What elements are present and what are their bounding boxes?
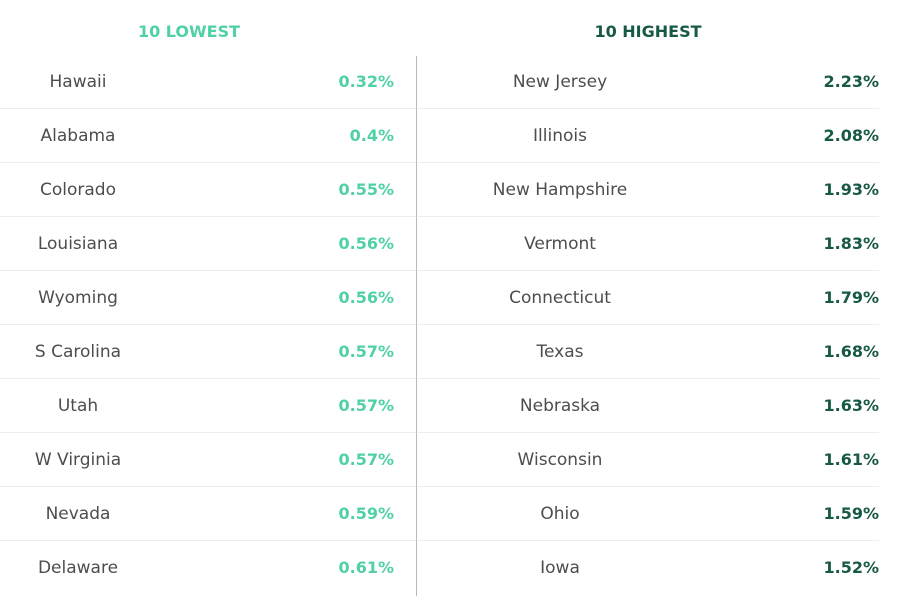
rate-value: 1.93% (823, 180, 879, 199)
rate-value: 1.68% (823, 342, 879, 361)
rate-value: 0.57% (338, 396, 394, 415)
table-row: Utah 0.57% (0, 379, 416, 433)
table-row: Nebraska 1.63% (418, 379, 879, 433)
table-row: Alabama 0.4% (0, 109, 416, 163)
table-row: Vermont 1.83% (418, 217, 879, 271)
state-name: Illinois (533, 126, 587, 146)
rate-value: 0.4% (349, 126, 394, 145)
state-name: Ohio (540, 504, 580, 524)
rate-value: 0.55% (338, 180, 394, 199)
state-name: Louisiana (37, 234, 119, 254)
rate-value: 2.08% (823, 126, 879, 145)
table-row: Delaware 0.61% (0, 541, 416, 595)
table-row: Hawaii 0.32% (0, 55, 416, 109)
state-name: Nebraska (519, 396, 601, 416)
table-row: Iowa 1.52% (418, 541, 879, 595)
state-name: Wyoming (38, 288, 118, 308)
state-name: New Hampshire (492, 180, 628, 200)
table-row: Wisconsin 1.61% (418, 433, 879, 487)
rate-value: 0.59% (338, 504, 394, 523)
lowest-header: 10 LOWEST (137, 22, 241, 41)
rate-value: 1.61% (823, 450, 879, 469)
state-name: Connecticut (509, 288, 611, 308)
table-row: New Hampshire 1.93% (418, 163, 879, 217)
table-row: W Virginia 0.57% (0, 433, 416, 487)
rate-value: 0.57% (338, 342, 394, 361)
state-name: Wisconsin (517, 450, 603, 470)
table-row: New Jersey 2.23% (418, 55, 879, 109)
rate-value: 1.63% (823, 396, 879, 415)
state-name: Alabama (40, 126, 116, 146)
table-row: Wyoming 0.56% (0, 271, 416, 325)
rate-value: 2.23% (823, 72, 879, 91)
table-row: Texas 1.68% (418, 325, 879, 379)
state-name: New Jersey (512, 72, 608, 92)
state-name: S Carolina (34, 342, 122, 362)
rate-value: 1.52% (823, 558, 879, 577)
state-name: Utah (57, 396, 99, 416)
table-row: Illinois 2.08% (418, 109, 879, 163)
highest-header: 10 HIGHEST (594, 22, 702, 41)
state-name: Hawaii (49, 72, 107, 92)
state-name: Texas (536, 342, 584, 362)
rate-value: 1.83% (823, 234, 879, 253)
rate-value: 1.79% (823, 288, 879, 307)
table-row: S Carolina 0.57% (0, 325, 416, 379)
table-row: Nevada 0.59% (0, 487, 416, 541)
column-divider (416, 56, 417, 596)
rate-value: 0.32% (338, 72, 394, 91)
state-name: W Virginia (34, 450, 122, 470)
table-row: Ohio 1.59% (418, 487, 879, 541)
table-row: Colorado 0.55% (0, 163, 416, 217)
state-name: Delaware (37, 558, 119, 578)
lowest-table: Hawaii 0.32% Alabama 0.4% Colorado 0.55% Louis… (0, 55, 416, 595)
rate-value: 0.56% (338, 288, 394, 307)
rate-value: 0.56% (338, 234, 394, 253)
rate-value: 0.57% (338, 450, 394, 469)
table-row: Connecticut 1.79% (418, 271, 879, 325)
state-name: Iowa (540, 558, 580, 578)
state-name: Colorado (40, 180, 116, 200)
rate-value: 1.59% (823, 504, 879, 523)
state-name: Vermont (524, 234, 596, 254)
table-row: Louisiana 0.56% (0, 217, 416, 271)
state-name: Nevada (45, 504, 111, 524)
highest-table: New Jersey 2.23% Illinois 2.08% New Hampshir… (418, 55, 879, 595)
rate-value: 0.61% (338, 558, 394, 577)
